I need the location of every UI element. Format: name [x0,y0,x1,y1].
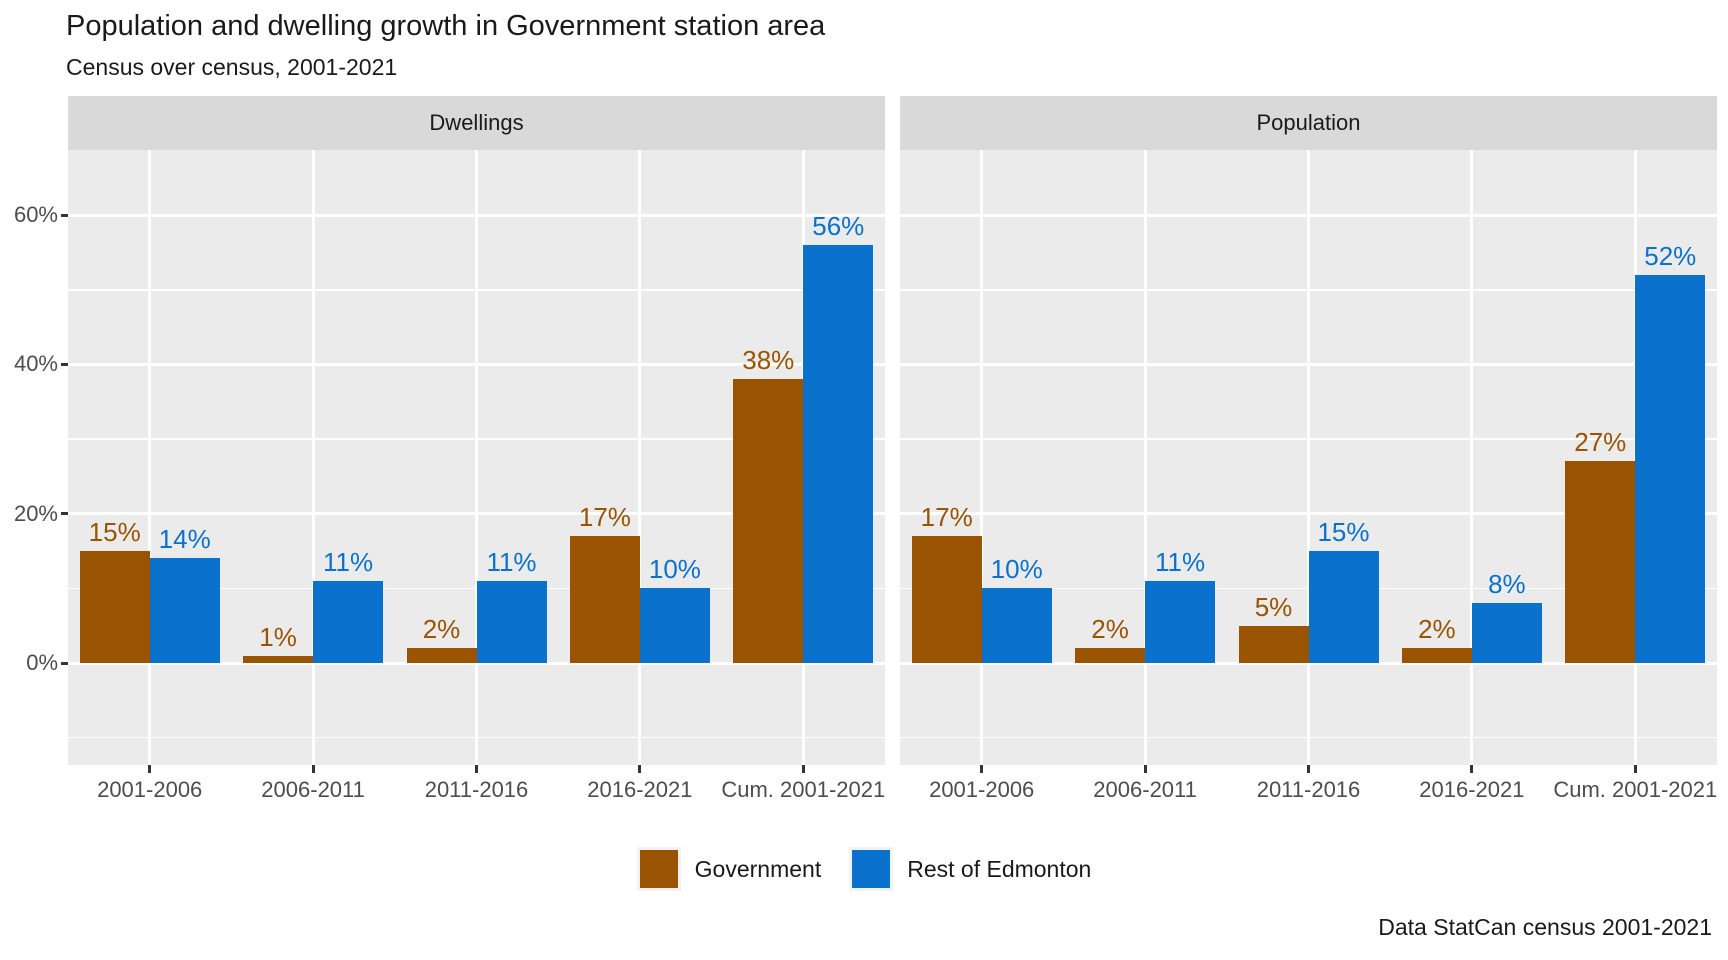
bar-value-label: 15% [88,517,141,548]
bar-rest-of-edmonton-cum-2001-2021 [1635,274,1706,663]
bar-government-cum-2001-2021 [1565,461,1636,663]
x-axis-tick [638,765,642,773]
vertical-gridline [1307,150,1310,765]
x-axis-tick [148,765,152,773]
y-axis-tick [61,512,68,516]
legend-label: Rest of Edmonton [907,855,1092,882]
bar-government-2016-2021 [1401,648,1472,663]
bar-value-label: 27% [1574,427,1627,458]
bar-value-label: 11% [323,546,374,577]
bar-value-label: 8% [1488,569,1526,600]
x-axis-label: 2011-2016 [1256,777,1361,802]
x-axis-label: 2001-2006 [929,777,1035,802]
x-axis-tick [980,765,984,773]
bar-rest-of-edmonton-cum-2001-2021 [803,244,874,663]
vertical-gridline [311,150,315,765]
bar-value-label: 15% [1317,517,1370,548]
facet-panel-dwellings: 15% 14% 1% 11% 2% 11% 17% 10% 38% 56% [68,150,885,765]
bar-value-label: 11% [486,546,537,577]
bar-rest-of-edmonton-2016-2021 [1471,603,1542,663]
x-axis-label: 2001-2006 [97,777,203,802]
x-axis-label: 2016-2021 [587,777,693,802]
x-axis-tick [1307,765,1310,773]
bar-value-label: 2% [1091,614,1129,645]
vertical-gridline [475,150,478,765]
bar-value-label: 14% [158,524,211,555]
bar-value-label: 2% [422,614,461,645]
vertical-gridline [980,150,984,765]
vertical-gridline [148,150,152,765]
x-axis-label: 2016-2021 [1419,777,1525,802]
y-axis-tick [61,213,68,217]
bar-value-label: 17% [920,502,973,533]
bar-rest-of-edmonton-2006-2011 [1145,580,1216,663]
legend-swatch-rest-of-edmonton [852,850,891,888]
legend-swatch-government [639,850,678,888]
x-axis-tick [1143,765,1147,773]
bar-government-2001-2006 [911,536,982,663]
x-axis-label: 2006-2011 [1093,777,1197,802]
bar-value-label: 1% [259,621,297,652]
x-axis-tick [475,765,478,773]
x-axis-label: Cum. 2001-2021 [1553,777,1718,802]
bar-rest-of-edmonton-2001-2006 [149,558,220,663]
legend-label: Government [694,855,822,882]
bar-value-label: 5% [1254,591,1293,622]
vertical-gridline [1143,150,1147,765]
bar-value-label: 38% [742,345,795,376]
y-axis-label: 20% [13,500,58,526]
y-axis-label: 0% [26,650,58,675]
x-axis-tick [311,765,315,773]
x-axis-label: 2006-2011 [261,777,365,802]
facet-strip-population: Population [900,96,1717,150]
bar-government-2006-2011 [243,655,314,663]
facet-panel-population: 17% 10% 2% 11% 5% 15% 2% 8% 27% 52% [900,150,1717,765]
legend-key [636,847,681,891]
bar-rest-of-edmonton-2011-2016 [476,580,547,663]
bar-value-label: 52% [1644,240,1697,271]
facet-strip-label: Dwellings [429,110,524,135]
chart-subtitle: Census over census, 2001-2021 [66,54,398,80]
x-axis-tick [1470,765,1474,773]
bar-government-2011-2016 [1238,625,1309,663]
x-axis-tick [1633,765,1637,773]
chart-caption: Data StatCan census 2001-2021 [1378,914,1712,940]
x-axis-label: 2011-2016 [424,777,529,802]
y-axis-tick [61,362,68,366]
legend-item-rest-of-edmonton: Rest of Edmonton [849,847,1091,891]
bar-value-label: 10% [648,554,701,585]
facet-strip-dwellings: Dwellings [68,96,885,150]
legend: Government Rest of Edmonton [0,845,1728,893]
bar-rest-of-edmonton-2011-2016 [1308,551,1379,663]
bar-value-label: 2% [1418,614,1456,645]
bar-rest-of-edmonton-2006-2011 [313,580,384,663]
bar-value-label: 11% [1155,546,1206,577]
vertical-gridline [638,150,642,765]
bar-value-label: 56% [812,210,865,241]
bar-government-2001-2006 [79,551,150,663]
legend-key [849,847,894,891]
bar-government-2006-2011 [1075,648,1146,663]
x-axis-label: Cum. 2001-2021 [721,777,886,802]
bar-rest-of-edmonton-2016-2021 [639,588,710,663]
y-axis-label: 60% [13,202,58,228]
bar-rest-of-edmonton-2001-2006 [981,588,1052,663]
bar-government-2016-2021 [569,536,640,663]
legend-item-government: Government [636,847,822,891]
bar-value-label: 17% [578,502,631,533]
bar-value-label: 10% [990,554,1043,585]
y-axis-label: 40% [13,351,58,377]
bar-government-cum-2001-2021 [733,379,804,663]
facet-strip-label: Population [1256,110,1361,135]
x-axis-tick [801,765,805,773]
vertical-gridline [1470,150,1474,765]
chart-title: Population and dwelling growth in Govern… [66,10,826,42]
bar-government-2011-2016 [406,648,477,663]
y-axis-tick [61,661,68,665]
